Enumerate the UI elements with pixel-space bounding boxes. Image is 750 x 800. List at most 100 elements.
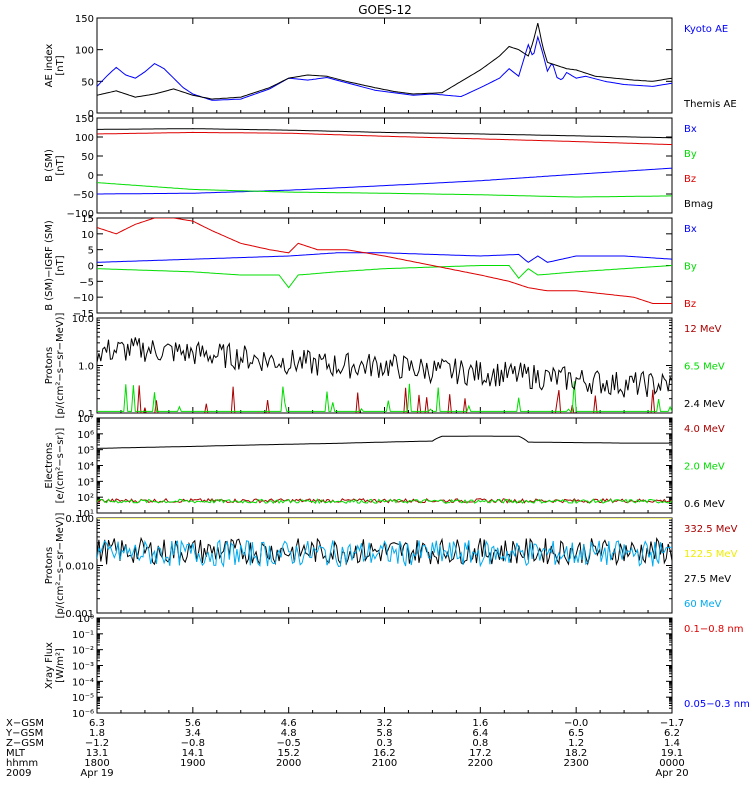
series-line [97,22,672,100]
bottom-tick-value: −1.2 [85,738,109,749]
series-line [97,182,672,198]
bottom-tick-value: 2200 [468,758,493,769]
series-line [97,498,672,505]
bottom-tick-value: 3.2 [377,718,393,729]
bottom-tick-value: 1.6 [472,718,488,729]
series-group [97,435,672,505]
legend-entry: 60 MeV [684,599,722,610]
y-tick-label: 10⁰ [77,614,94,625]
y-axis-label: [p/(cm²−s−sr−MeV)] [55,312,66,418]
bottom-tick-value: 0000 [659,758,684,769]
legend-entry: 2.0 MeV [684,462,725,473]
series-line [97,128,672,139]
panel-electrons: 10¹ 10² 10³ 10⁴ 10⁵ 10⁶ 10⁷ Electrons [e/(cm²−s−… [44,414,725,520]
legend-entry: Bmag [684,199,713,210]
y-axis-label: [nT] [55,255,66,275]
legend-entry: By [684,149,697,160]
y-axis-label: B (SM) [44,149,55,182]
bottom-tick-value: 1.8 [89,728,105,739]
y-tick-label: 150 [75,14,94,25]
bottom-tick-value: 14.1 [182,748,204,759]
y-tick-label: 15 [81,214,94,225]
bottom-row-label: Z−GSM [6,738,44,749]
bottom-tick-value: 1900 [180,758,205,769]
series-line [97,35,672,101]
y-tick-label: 10⁵ [77,446,94,457]
legend-entry: 0.05−0.3 nm [684,699,750,710]
panel-frame [96,617,673,714]
bottom-tick-value: 5.6 [185,718,201,729]
bottom-row-label: hhmm [6,758,38,769]
y-tick-label: −5 [79,277,94,288]
bottom-tick-value: 19.1 [661,748,683,759]
bottom-tick-value: 4.6 [281,718,297,729]
y-axis-label: Protons [44,547,55,584]
y-tick-label: 10⁷ [77,414,94,425]
bottom-tick-value: −0.5 [277,738,301,749]
bottom-tick-value: 17.2 [469,748,491,759]
y-tick-label: 10¹ [77,509,94,520]
y-tick-label: 10⁻³ [72,662,94,673]
series-line [97,435,672,449]
y-tick-label: 10⁻¹ [72,630,94,641]
bottom-tick-value: 15.2 [278,748,300,759]
bottom-tick-value: Apr 20 [655,768,688,779]
panel-frame [96,217,673,314]
bottom-tick-value: 6.2 [664,728,680,739]
series-line [97,265,672,289]
y-tick-label: 10.0 [72,314,94,325]
y-tick-label: 10⁻⁶ [72,709,94,720]
series-line [97,131,672,146]
bottom-tick-value: −0.8 [181,738,205,749]
y-tick-label: 150 [75,114,94,125]
series-line [97,252,672,263]
y-axis-label: B (SM)−IGRF (SM) [44,220,55,311]
bottom-tick-value: 18.2 [565,748,587,759]
bottom-tick-value: 1.2 [568,738,584,749]
bottom-tick-value: 1800 [84,758,109,769]
y-tick-label: 10³ [77,477,94,488]
bottom-row-label: X−GSM [6,718,44,729]
panel-bsm: −100 −50 0 50 100 150 B (SM) [nT] Bx By Bz Bmag [44,114,713,220]
y-tick-label: 100 [75,133,94,144]
bottom-tick-value: 2300 [563,758,588,769]
legend-entry: 27.5 MeV [684,574,731,585]
y-axis-label: [nT] [55,55,66,75]
y-axis-label: Protons [44,347,55,384]
bottom-tick-value: 2000 [276,758,301,769]
legend-entry: 0.1−0.8 nm [684,624,743,635]
y-axis-label: [p/(cm²−s−sr−MeV)] [55,512,66,618]
y-axis-label: [e/(cm²−s−sr)] [55,428,66,504]
panel-bigrf: −15 −10 −5 0 5 10 15 B (SM)−IGRF (SM) [nT] Bx By Bz [44,214,697,320]
y-axis-label: AE index [44,44,55,88]
series-line [97,497,672,504]
bottom-row-label: Y−GSM [5,728,43,739]
y-tick-label: 0.010 [65,562,94,573]
bottom-tick-value: −0.0 [564,718,588,729]
legend-entry: By [684,262,697,273]
series-group [97,337,672,413]
chart-title: GOES-12 [358,3,412,17]
legend-entry: 0.6 MeV [684,499,725,510]
legend-entry: Bx [684,124,697,135]
series-line [97,218,672,304]
y-tick-label: 5 [88,246,94,257]
series-line [97,539,672,568]
y-tick-label: 0.001 [65,609,94,620]
legend-entry: 6.5 MeV [684,362,725,373]
y-tick-label: 0 [88,109,94,120]
series-group [97,518,672,568]
bottom-tick-value: 6.5 [568,728,584,739]
bottom-row-label: 2009 [6,768,31,779]
y-tick-label: 0.1 [78,409,94,420]
bottom-tick-value: 13.1 [86,748,108,759]
legend-entry: Bz [684,174,696,185]
panel-ae: 0 50 100 150 AE index [nT] Kyoto AE Themis AE [44,14,737,120]
bottom-row-label: MLT [6,748,26,759]
y-tick-label: 1.0 [78,362,94,373]
y-axis-label: [nT] [55,155,66,175]
legend-entry: Themis AE [683,99,737,110]
